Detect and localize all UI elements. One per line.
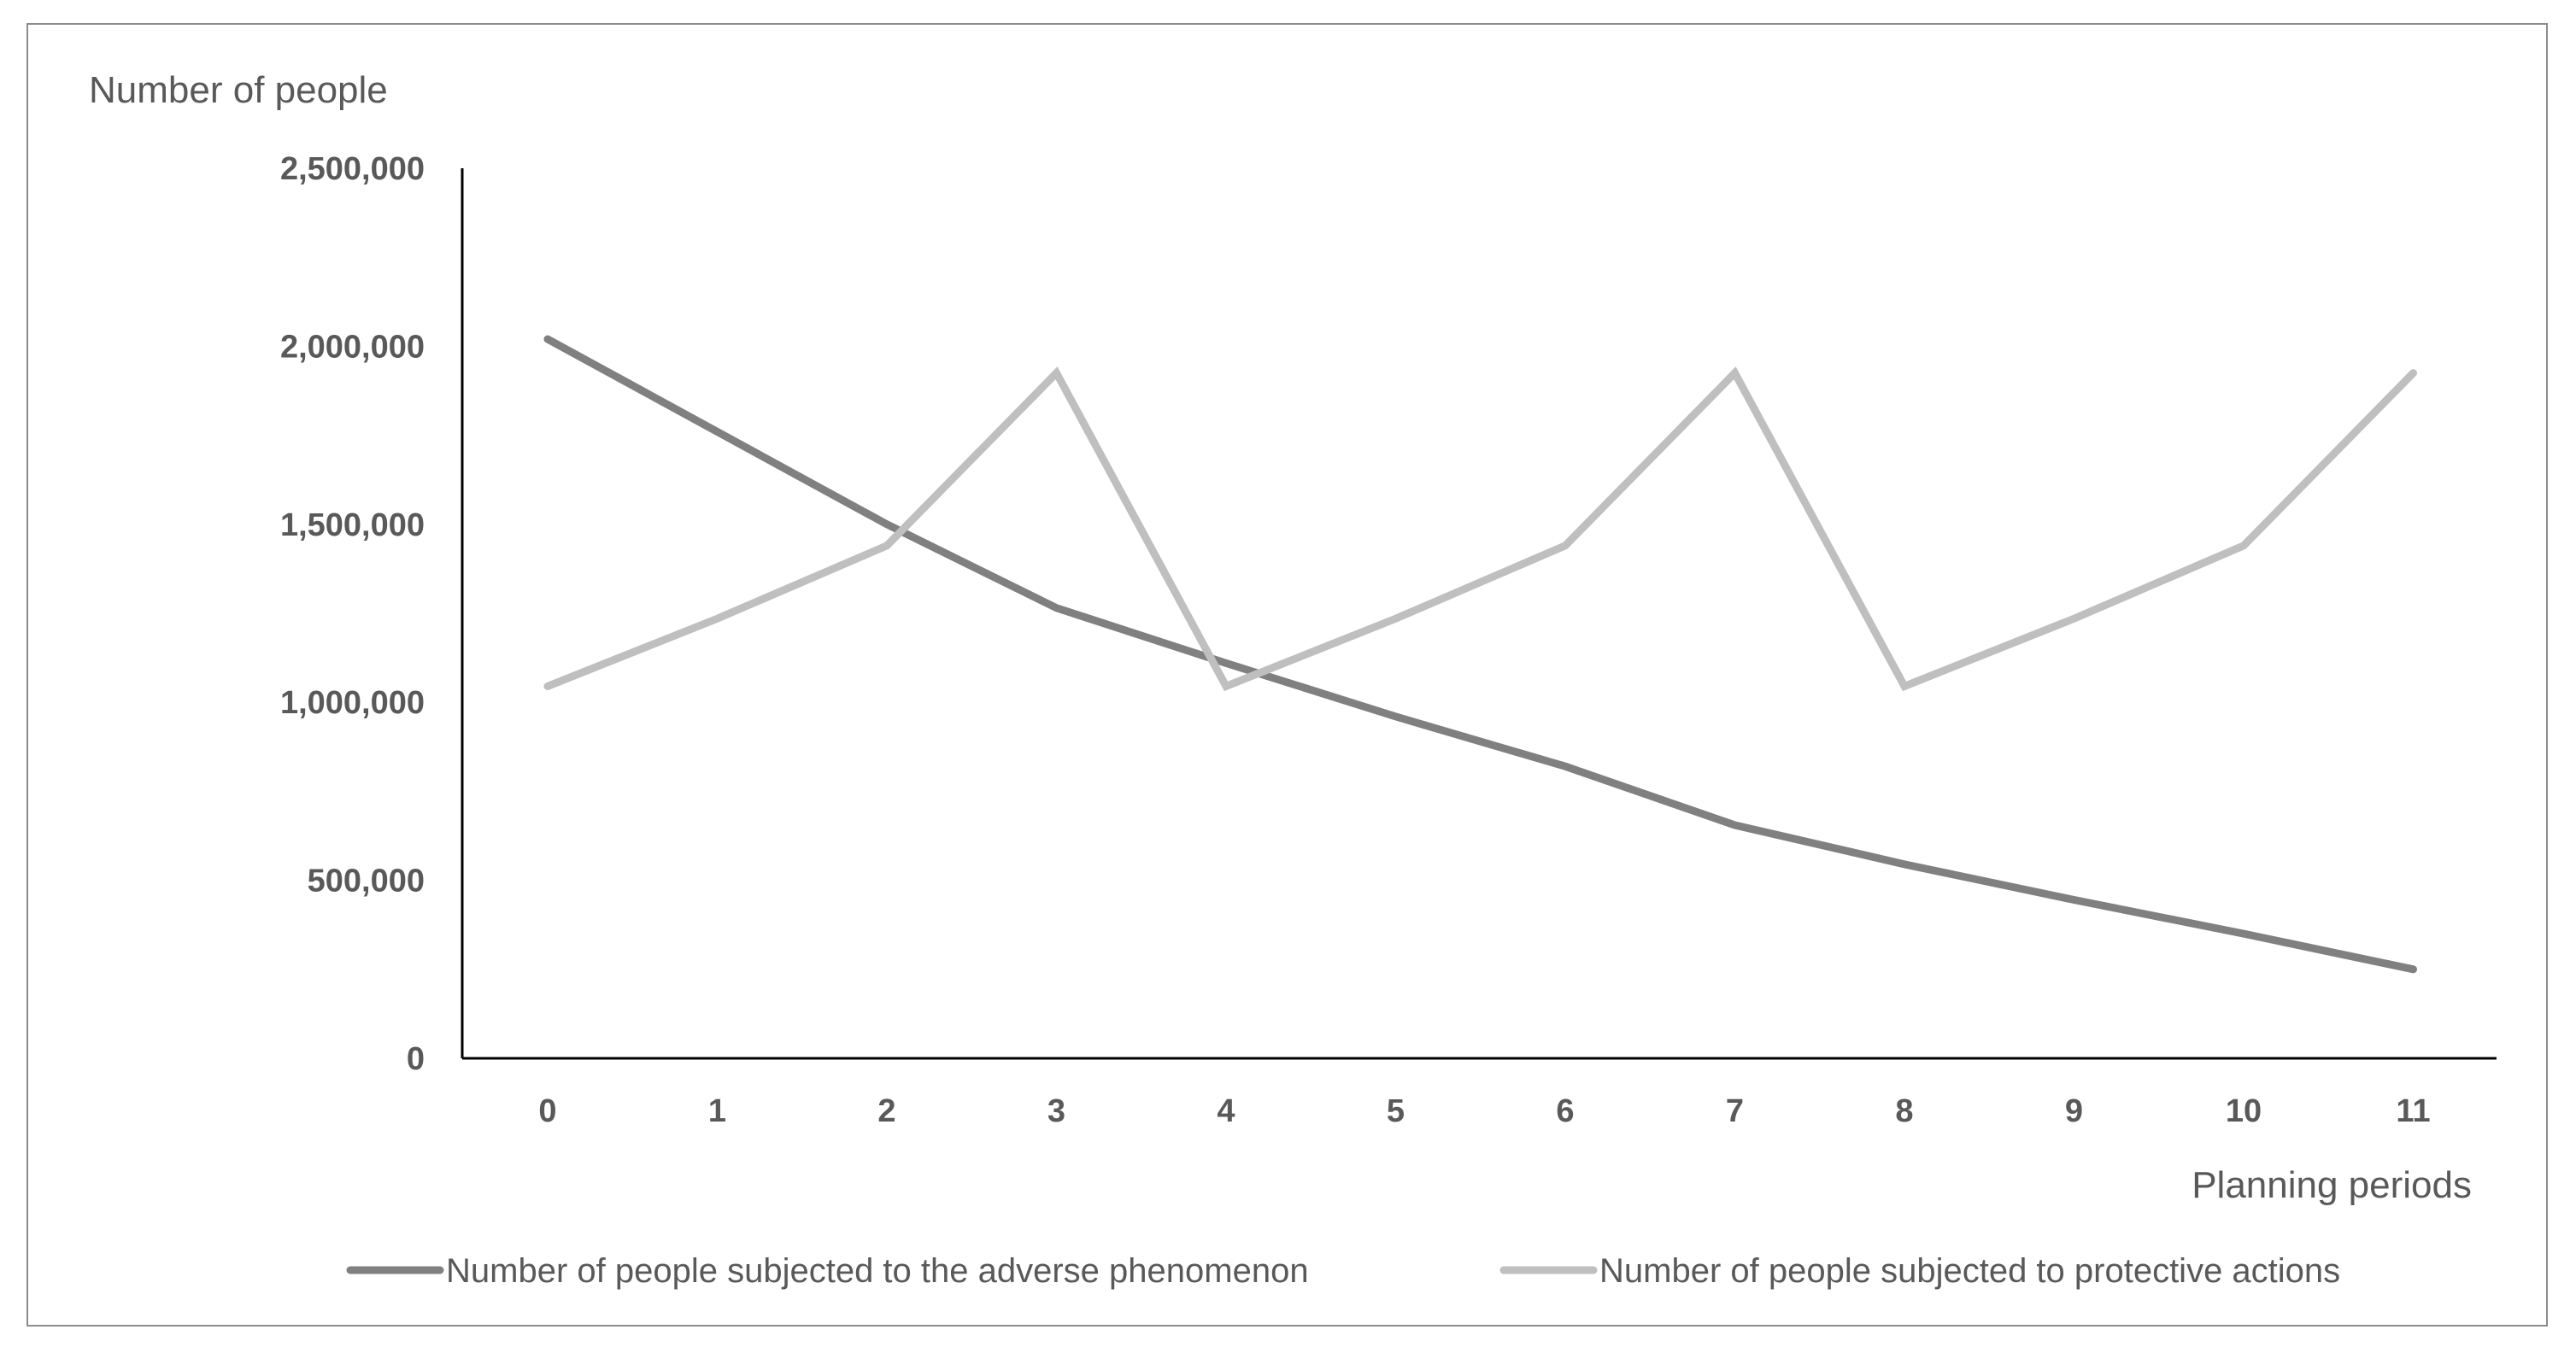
y-axis-ticks: 0 500,000 1,000,000 1,500,000 2,000,000 2,500… (280, 151, 425, 1077)
x-tick-label: 11 (2396, 1093, 2430, 1129)
series-lines (543, 335, 2417, 974)
x-tick-label: 9 (2065, 1093, 2083, 1129)
x-axis-title: Planning periods (2192, 1164, 2472, 1206)
y-tick-label: 1,500,000 (280, 507, 425, 543)
x-tick-label: 0 (538, 1093, 556, 1129)
chart-frame (26, 23, 2548, 1327)
legend-label: Number of people subjected to protective… (1599, 1252, 2340, 1290)
x-tick-label: 7 (1726, 1093, 1744, 1129)
x-tick-label: 8 (1895, 1093, 1913, 1129)
x-tick-label: 4 (1217, 1093, 1235, 1129)
y-tick-label: 1,000,000 (280, 685, 425, 721)
x-tick-label: 5 (1387, 1093, 1405, 1129)
x-tick-label: 3 (1047, 1093, 1065, 1129)
y-tick-label: 2,000,000 (280, 329, 425, 365)
y-tick-label: 500,000 (308, 864, 425, 899)
x-tick-label: 1 (708, 1093, 726, 1129)
y-axis-title: Number of people (89, 69, 388, 111)
legend-label: Number of people subjected to the advers… (446, 1252, 1309, 1290)
legend: Number of people subjected to the advers… (346, 1252, 2340, 1290)
x-tick-label: 10 (2226, 1093, 2262, 1129)
series-line (543, 335, 2417, 974)
y-tick-label: 2,500,000 (280, 151, 425, 187)
x-tick-label: 6 (1556, 1093, 1574, 1129)
series-group (543, 366, 2417, 692)
series-group (543, 335, 2417, 974)
y-tick-label: 0 (407, 1041, 425, 1077)
x-tick-label: 2 (877, 1093, 895, 1129)
series-line (543, 366, 2417, 692)
x-axis-ticks: 0 1 2 3 4 5 6 7 8 9 10 11 (538, 1093, 2430, 1129)
